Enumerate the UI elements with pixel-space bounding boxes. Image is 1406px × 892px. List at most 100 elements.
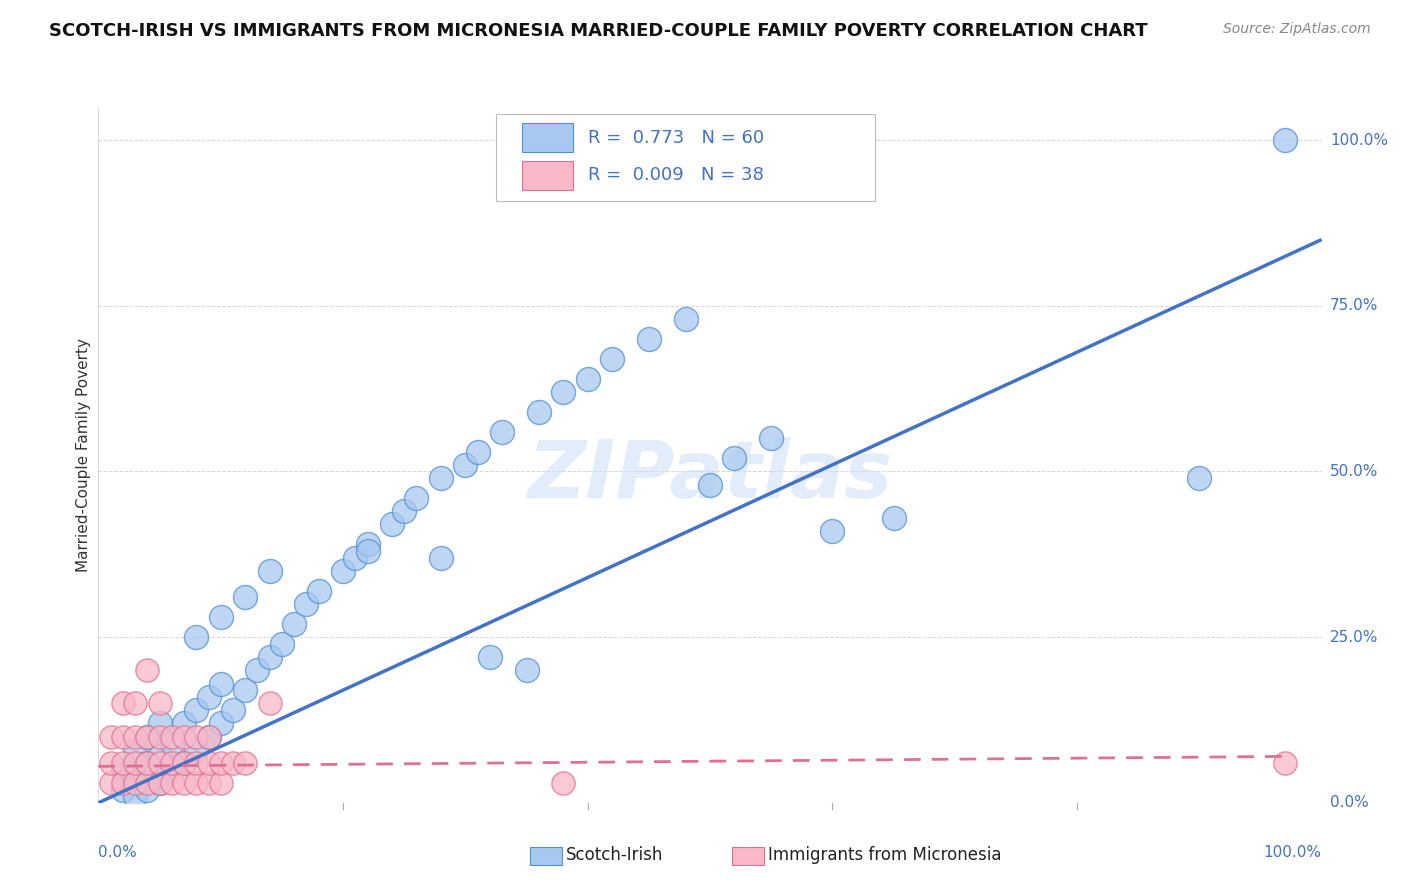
Text: 0.0%: 0.0% xyxy=(98,845,138,860)
Point xyxy=(761,431,783,445)
Point xyxy=(136,776,159,790)
Point xyxy=(149,756,172,770)
Point xyxy=(124,776,146,790)
Point xyxy=(149,749,172,764)
Point xyxy=(222,703,245,717)
FancyBboxPatch shape xyxy=(496,114,875,201)
Point xyxy=(173,756,195,770)
Text: 75.0%: 75.0% xyxy=(1330,298,1378,313)
Point xyxy=(136,782,159,797)
Point xyxy=(124,769,146,783)
Point xyxy=(111,776,134,790)
Point xyxy=(111,782,134,797)
Point xyxy=(149,697,172,711)
Point xyxy=(149,776,172,790)
Point xyxy=(124,789,146,804)
Point xyxy=(124,697,146,711)
Point xyxy=(186,776,208,790)
Point xyxy=(186,730,208,744)
Text: ZIPatlas: ZIPatlas xyxy=(527,437,893,515)
Point xyxy=(233,756,256,770)
Point xyxy=(136,756,159,770)
Point xyxy=(124,730,146,744)
Point xyxy=(124,756,146,770)
Point xyxy=(270,637,294,651)
Point xyxy=(259,697,281,711)
Point xyxy=(209,776,232,790)
Point xyxy=(1188,471,1211,485)
Point xyxy=(430,550,453,565)
Text: 25.0%: 25.0% xyxy=(1330,630,1378,645)
Text: Scotch-Irish: Scotch-Irish xyxy=(565,846,664,864)
Text: 0.0%: 0.0% xyxy=(1330,796,1368,810)
Point xyxy=(233,683,256,698)
Point xyxy=(576,372,599,386)
Point xyxy=(209,756,232,770)
FancyBboxPatch shape xyxy=(522,161,574,190)
Point xyxy=(100,730,122,744)
Text: 100.0%: 100.0% xyxy=(1264,845,1322,860)
Point xyxy=(259,650,281,665)
Point xyxy=(295,597,318,611)
Point xyxy=(405,491,427,505)
Point xyxy=(160,776,183,790)
Point xyxy=(100,776,122,790)
Point xyxy=(209,676,232,690)
Point xyxy=(553,776,575,790)
Text: 100.0%: 100.0% xyxy=(1330,133,1388,148)
Point xyxy=(246,663,269,677)
Point xyxy=(600,351,623,366)
Point xyxy=(173,730,195,744)
Point xyxy=(186,703,208,717)
Point xyxy=(209,716,232,731)
Point xyxy=(478,650,501,665)
Point xyxy=(197,690,219,704)
Point xyxy=(197,756,219,770)
Point xyxy=(259,564,281,578)
Point xyxy=(821,524,844,538)
Text: Source: ZipAtlas.com: Source: ZipAtlas.com xyxy=(1223,22,1371,37)
Point xyxy=(1274,133,1296,147)
Point xyxy=(233,591,256,605)
Point xyxy=(356,537,378,551)
Point xyxy=(197,730,219,744)
Point xyxy=(173,756,195,770)
Y-axis label: Married-Couple Family Poverty: Married-Couple Family Poverty xyxy=(76,338,91,572)
Point xyxy=(308,583,330,598)
Point xyxy=(149,776,172,790)
Point xyxy=(553,384,575,399)
Point xyxy=(136,756,159,770)
Point xyxy=(699,477,721,491)
Point xyxy=(136,663,159,677)
Point xyxy=(491,425,513,439)
Point xyxy=(392,504,416,518)
Point xyxy=(197,776,219,790)
Point xyxy=(467,444,489,458)
Point xyxy=(283,616,305,631)
Point xyxy=(186,630,208,644)
Point xyxy=(527,405,550,419)
FancyBboxPatch shape xyxy=(530,847,562,864)
Point xyxy=(111,697,134,711)
Point xyxy=(454,458,477,472)
Point xyxy=(723,451,745,466)
Point xyxy=(100,756,122,770)
Point xyxy=(160,763,183,777)
FancyBboxPatch shape xyxy=(522,123,574,153)
Point xyxy=(344,550,367,565)
Point xyxy=(637,332,661,346)
Point xyxy=(197,730,219,744)
Point xyxy=(111,730,134,744)
Text: 50.0%: 50.0% xyxy=(1330,464,1378,479)
Text: R =  0.009   N = 38: R = 0.009 N = 38 xyxy=(588,166,763,185)
Point xyxy=(111,763,134,777)
Point xyxy=(430,471,453,485)
Point xyxy=(515,663,537,677)
Point xyxy=(883,511,905,525)
Text: R =  0.773   N = 60: R = 0.773 N = 60 xyxy=(588,128,763,146)
Point xyxy=(149,730,172,744)
Point xyxy=(173,776,195,790)
Point xyxy=(160,736,183,750)
Point xyxy=(160,756,183,770)
Point xyxy=(1274,756,1296,770)
